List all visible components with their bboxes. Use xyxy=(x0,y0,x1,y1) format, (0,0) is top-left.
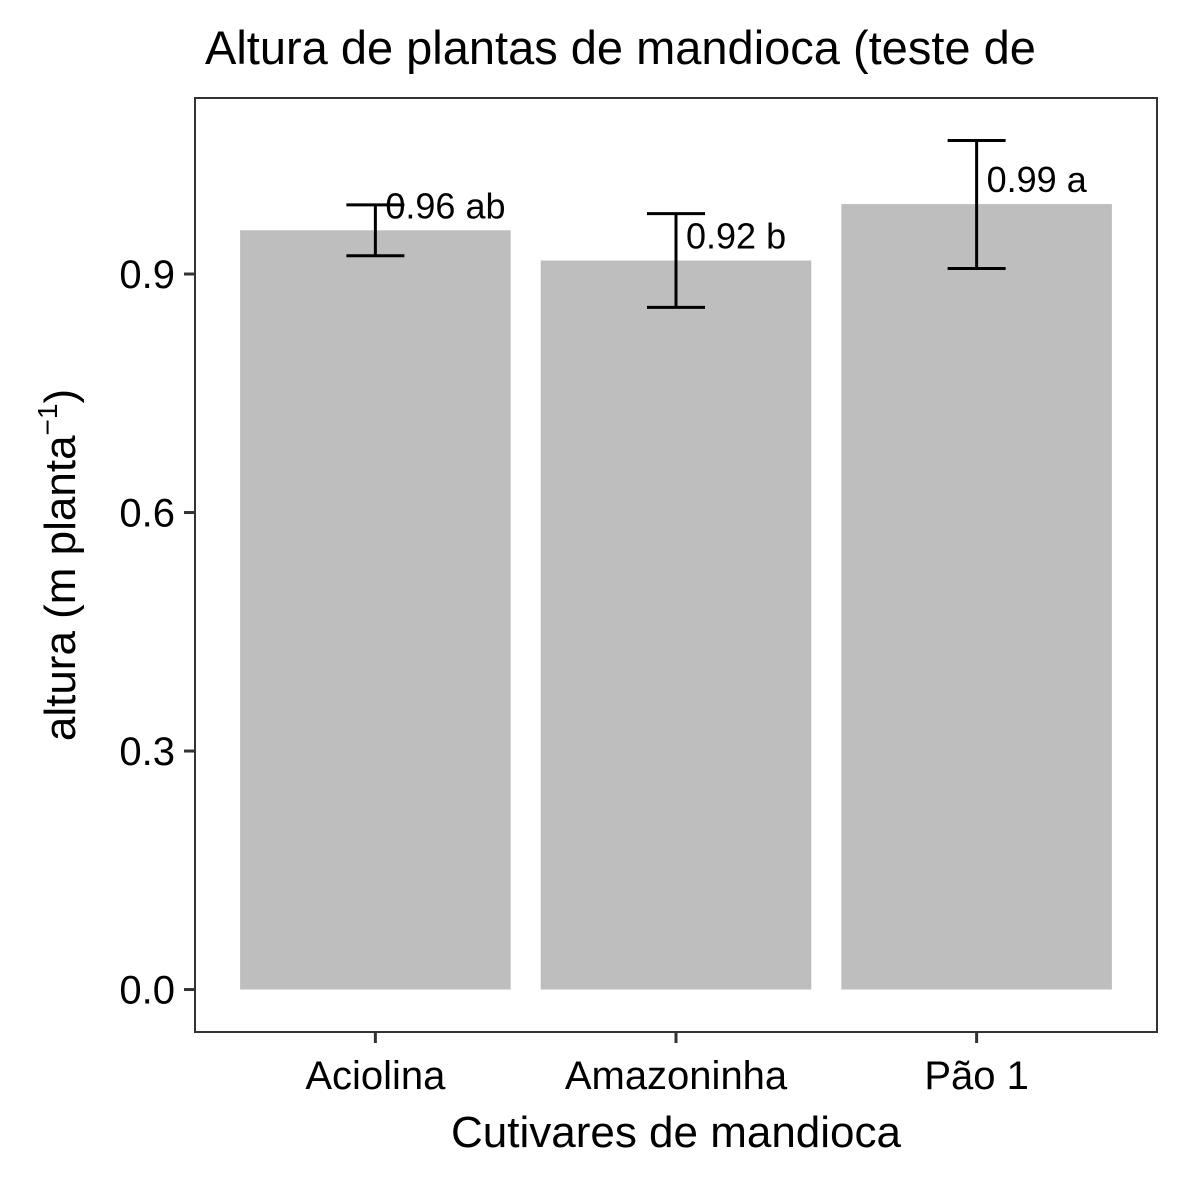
y-axis-title: altura (m planta−1) xyxy=(32,389,85,741)
x-tick-label-2: Pão 1 xyxy=(924,1054,1029,1098)
y-tick-label-1: 0.3 xyxy=(119,730,175,774)
x-axis: Aciolina Amazoninha Pão 1 xyxy=(305,1032,1029,1098)
bar-label-1: 0.92 b xyxy=(686,216,786,257)
bar-1 xyxy=(540,260,812,990)
y-axis-title-main: altura (m planta xyxy=(36,435,85,741)
bar-label-0: 0.96 ab xyxy=(385,185,505,226)
y-tick-label-2: 0.6 xyxy=(119,492,175,536)
y-tick-label-3: 0.9 xyxy=(119,253,175,297)
y-axis-title-superscript: −1 xyxy=(32,404,63,436)
x-tick-label-1: Amazoninha xyxy=(565,1054,788,1098)
bar-0 xyxy=(240,230,511,990)
chart-title: Altura de plantas de mandioca (teste de xyxy=(205,21,1036,74)
error-bars-layer xyxy=(346,138,1006,309)
bars-layer xyxy=(240,204,1112,990)
x-axis-title: Cutivares de mandioca xyxy=(451,1108,902,1157)
bar-2 xyxy=(841,204,1112,990)
x-tick-label-0: Aciolina xyxy=(305,1054,446,1098)
bar-labels-layer: 0.96 ab 0.92 b 0.99 a xyxy=(385,159,1087,256)
y-tick-label-0: 0.0 xyxy=(119,969,175,1013)
bar-label-2: 0.99 a xyxy=(987,159,1088,200)
y-axis-title-close: ) xyxy=(36,389,85,404)
y-axis: 0.0 0.3 0.6 0.9 xyxy=(119,253,195,1013)
